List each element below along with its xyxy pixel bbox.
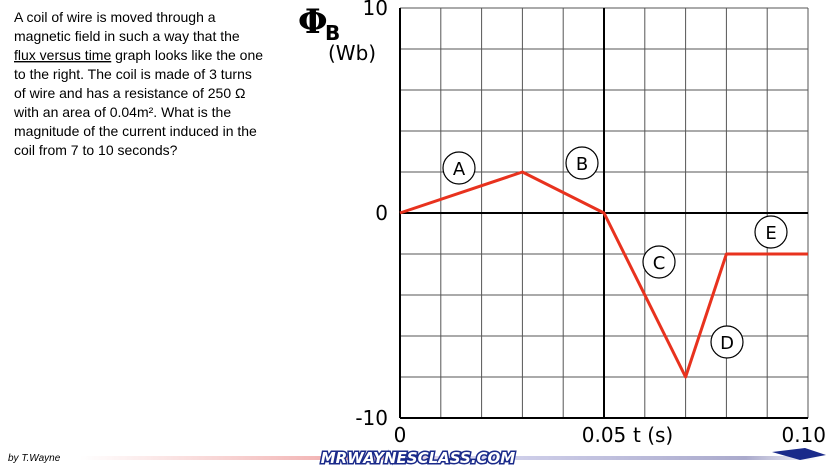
question-line: coil from 7 to 10 seconds? [14,142,178,158]
question-line: A coil of wire is moved through a [14,9,216,25]
author: by T.Wayne [8,453,61,464]
question-line: flux versus time graph looks like the on… [14,47,263,63]
footer-bar [80,456,820,460]
segment-label: D [720,333,734,354]
flux-line [399,170,808,379]
x-label: t (s) [633,423,673,447]
segment-circle [442,151,476,185]
segment-circle [565,146,599,180]
y-label-unit: (Wb) [328,41,376,65]
segment-circle [642,245,676,279]
site: MRWAYNESCLASS.COM [321,449,516,467]
question-line: magnetic field in such a way that the [14,28,240,44]
y-tick-label: 10 [363,0,388,20]
question-line: with an area of 0.04m². What is the [13,104,231,120]
y-tick-label: 0 [375,201,388,225]
y-label-subscript: B [325,21,340,45]
segment-label: A [453,159,466,180]
question-part: flux versus time [14,47,111,63]
y-tick-label: -10 [355,406,388,430]
question-line: of wire and has a resistance of 250 Ω [14,85,246,101]
question-line: magnitude of the current induced in the [14,123,257,139]
logo-jet [772,448,826,460]
question-line: to the right. The coil is made of 3 turn… [14,66,252,82]
question-part: graph looks like the one [111,47,263,63]
segment-circle [754,215,788,249]
y-label-symbol: Φ [298,2,328,42]
x-tick-label: 0 [394,423,407,447]
x-tick-label: 0.05 [582,423,627,447]
segment-circle [710,325,744,359]
segment-label: E [765,223,776,244]
question: A coil of wire is moved through a magneti… [13,9,263,158]
segment-label: B [576,154,588,175]
segment-label: C [653,253,666,274]
x-tick-label: 0.10 [781,423,826,447]
